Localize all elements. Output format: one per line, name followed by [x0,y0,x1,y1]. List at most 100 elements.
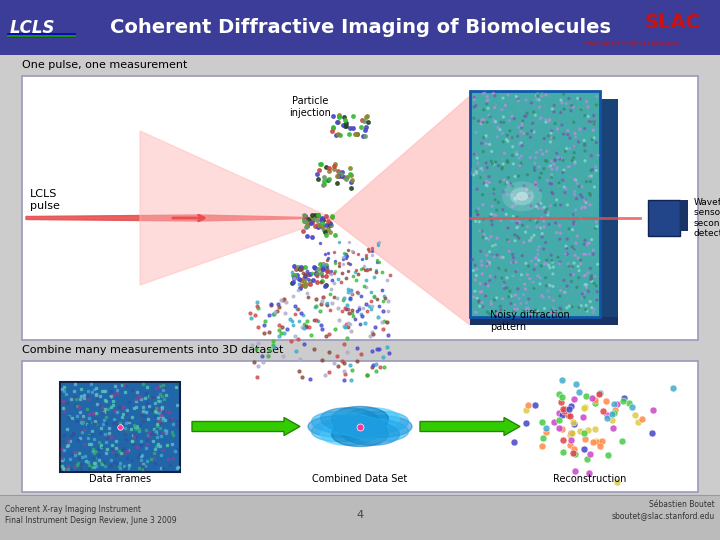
Point [523,222,535,231]
Point [497,129,508,138]
Text: Particle
injection: Particle injection [289,96,331,118]
Point [584,250,595,259]
Point [470,265,482,273]
Point [532,222,544,231]
Point [552,125,563,133]
Text: Wavefront
sensor or
second
detector: Wavefront sensor or second detector [694,198,720,238]
Point [523,262,534,271]
Point [509,237,521,245]
Point [536,113,547,122]
Point [557,156,569,165]
Point [534,219,545,228]
Point [569,175,580,184]
Text: SLAC: SLAC [644,12,700,31]
Point [482,147,494,156]
Point [568,192,580,201]
Point [497,205,508,214]
Point [482,304,494,313]
Point [470,128,482,137]
Point [569,159,580,168]
Point [475,170,487,179]
Point [488,160,500,169]
Point [583,197,595,205]
Point [492,123,504,132]
Point [499,149,510,158]
Point [473,117,485,125]
Point [482,96,494,104]
Point [473,298,485,307]
Point [497,226,508,234]
Point [580,301,592,309]
Point [553,179,564,187]
Point [574,306,585,315]
Point [588,117,600,126]
Point [539,208,551,217]
Point [573,266,585,275]
Point [547,294,559,303]
Point [488,255,500,264]
Point [532,246,544,254]
Point [513,194,525,202]
Point [551,228,562,237]
Point [536,261,547,270]
Point [500,101,511,110]
Point [586,303,598,312]
Point [547,282,559,291]
Point [579,196,590,205]
Point [476,164,487,173]
Point [541,281,552,290]
Point [501,178,513,187]
Point [516,152,527,160]
Point [507,202,518,211]
Point [484,260,495,269]
Point [581,177,593,186]
Text: Combined Data Set: Combined Data Set [312,474,408,484]
Point [498,118,510,127]
Point [535,186,546,195]
Point [567,302,578,311]
Point [484,258,495,267]
Point [550,152,562,160]
Point [552,182,564,191]
Point [554,286,566,295]
Point [575,214,587,222]
Point [514,161,526,170]
Point [531,148,542,157]
Point [532,272,544,280]
Point [487,117,498,125]
Point [554,262,566,271]
Point [482,256,493,265]
Point [533,256,544,265]
Point [540,118,552,126]
Point [524,309,536,318]
Point [567,264,578,272]
Point [483,111,495,119]
Point [541,205,552,214]
Point [545,161,557,170]
Point [503,237,515,245]
Point [500,266,512,274]
Point [491,309,503,318]
Point [476,226,487,235]
Point [498,282,509,291]
Point [513,97,524,105]
Point [485,112,496,121]
Point [471,265,482,274]
Point [560,184,572,193]
Point [530,282,541,291]
Point [477,298,488,307]
Point [487,89,499,98]
Point [529,159,541,167]
Point [578,288,590,297]
Point [500,136,512,144]
Point [546,170,557,179]
Point [548,263,559,272]
Point [498,188,510,197]
Point [497,294,508,303]
Point [509,301,521,309]
Point [488,185,500,193]
Point [536,204,548,212]
Point [540,115,552,124]
Point [479,171,490,180]
Point [526,204,538,213]
